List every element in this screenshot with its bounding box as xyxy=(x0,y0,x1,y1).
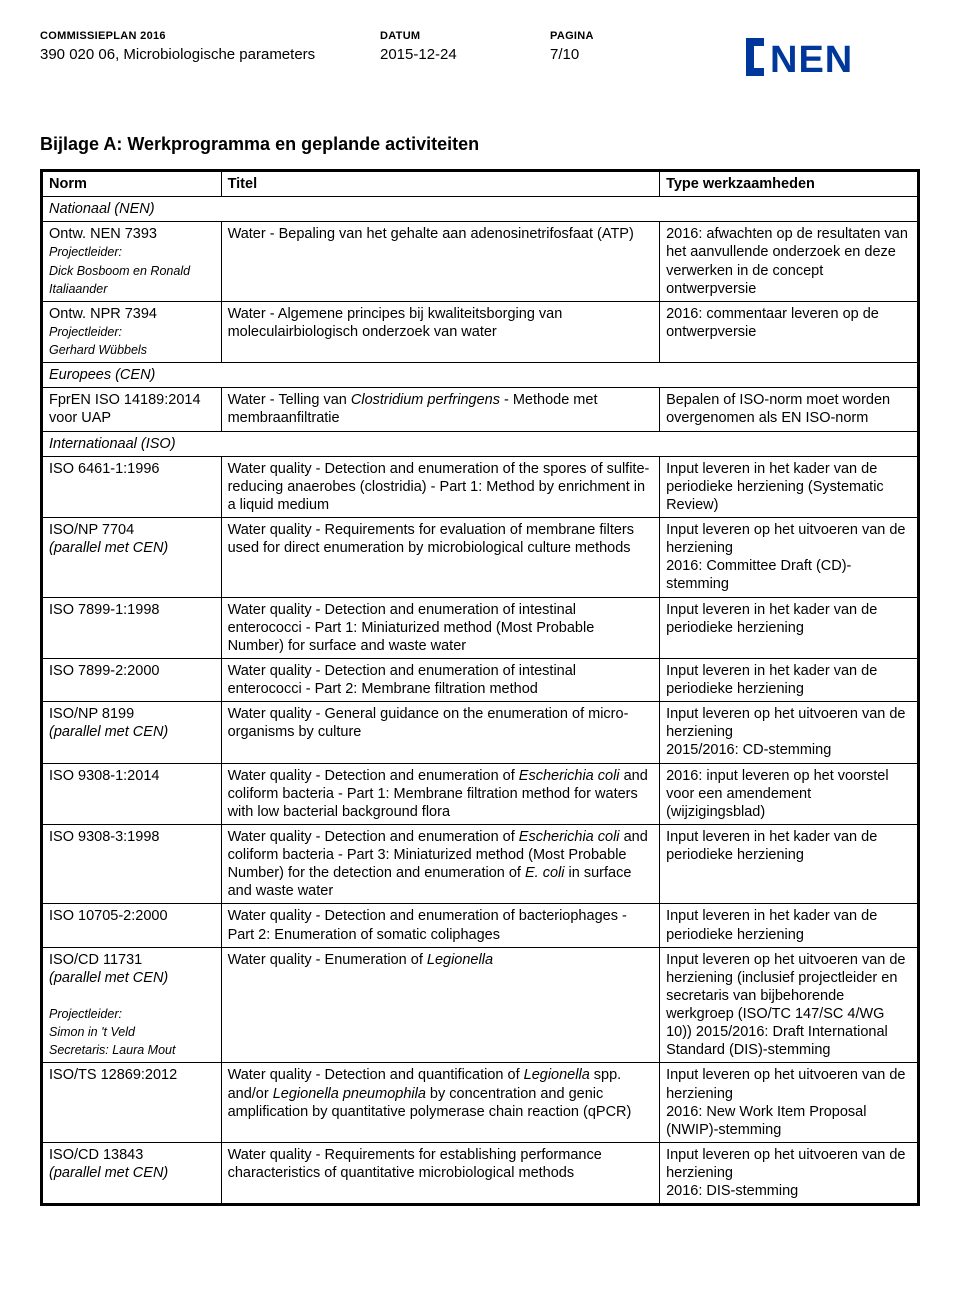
page-title: Bijlage A: Werkprogramma en geplande act… xyxy=(40,134,920,155)
norm-code: ISO/NP 8199 xyxy=(49,706,134,722)
row-titel: Water quality - Detection and enumeratio… xyxy=(221,824,660,904)
table-row: ISO/NP 7704 (parallel met CEN) Water qua… xyxy=(42,518,919,598)
col-header-type: Type werkzaamheden xyxy=(660,171,919,197)
norm-sub: Projectleider: xyxy=(49,245,122,259)
col-header-norm: Norm xyxy=(42,171,222,197)
table-row: ISO/CD 11731 (parallel met CEN) Projectl… xyxy=(42,947,919,1063)
table-row: ISO 7899-2:2000 Water quality - Detectio… xyxy=(42,658,919,701)
row-titel: Water quality - Detection and enumeratio… xyxy=(221,658,660,701)
row-type: Input leveren in het kader van de period… xyxy=(660,824,919,904)
row-titel: Water quality - Detection and enumeratio… xyxy=(221,597,660,658)
norm-code: ISO 10705-2:2000 xyxy=(42,904,222,947)
section-national-label: Nationaal (NEN) xyxy=(42,197,919,222)
table-row: ISO 9308-1:2014 Water quality - Detectio… xyxy=(42,763,919,824)
row-titel: Water - Telling van Clostridium perfring… xyxy=(221,388,660,431)
table-row: ISO 6461-1:1996 Water quality - Detectio… xyxy=(42,456,919,517)
row-type: Input leveren op het uitvoeren van de he… xyxy=(660,1142,919,1204)
norm-code: ISO/NP 7704 xyxy=(49,522,134,538)
row-titel: Water - Algemene principes bij kwaliteit… xyxy=(221,301,660,362)
norm-code: Ontw. NEN 7393 xyxy=(49,226,157,242)
row-type: Bepalen of ISO-norm moet worden overgeno… xyxy=(660,388,919,431)
row-titel: Water quality - Detection and quantifica… xyxy=(221,1063,660,1143)
norm-sub: Dick Bosboom en Ronald Italiaander xyxy=(49,264,190,296)
row-type: Input leveren in het kader van de period… xyxy=(660,904,919,947)
row-type: Input leveren op het uitvoeren van de he… xyxy=(660,702,919,763)
nen-logo: NEN xyxy=(740,30,920,84)
norm-sub: (parallel met CEN) xyxy=(49,970,168,986)
page-header: COMMISSIEPLAN 2016 390 020 06, Microbiol… xyxy=(40,30,920,84)
section-national: Nationaal (NEN) xyxy=(42,197,919,222)
table-row: ISO/NP 8199 (parallel met CEN) Water qua… xyxy=(42,702,919,763)
row-type: 2016: afwachten op de resultaten van het… xyxy=(660,222,919,302)
row-titel: Water - Bepaling van het gehalte aan ade… xyxy=(221,222,660,302)
norm-code: ISO/CD 11731 xyxy=(49,952,142,968)
row-titel: Water quality - Requirements for establi… xyxy=(221,1142,660,1204)
row-type: Input leveren in het kader van de period… xyxy=(660,456,919,517)
table-row: ISO 7899-1:1998 Water quality - Detectio… xyxy=(42,597,919,658)
norm-sub: (parallel met CEN) xyxy=(49,1165,168,1181)
section-international: Internationaal (ISO) xyxy=(42,431,919,456)
row-type: Input leveren op het uitvoeren van de he… xyxy=(660,947,919,1063)
section-international-label: Internationaal (ISO) xyxy=(42,431,919,456)
table-row: ISO 9308-3:1998 Water quality - Detectio… xyxy=(42,824,919,904)
norm-sub: Secretaris: Laura Mout xyxy=(49,1043,175,1057)
norm-sub: Projectleider: xyxy=(49,1007,122,1021)
header-col2-label: DATUM xyxy=(380,30,550,42)
norm-code: ISO 7899-1:1998 xyxy=(42,597,222,658)
table-row: Ontw. NEN 7393 Projectleider: Dick Bosbo… xyxy=(42,222,919,302)
header-col3-value: 7/10 xyxy=(550,46,670,63)
row-titel: Water quality - Detection and enumeratio… xyxy=(221,904,660,947)
header-col1-label: COMMISSIEPLAN 2016 xyxy=(40,30,380,42)
table-row: FprEN ISO 14189:2014 voor UAP Water - Te… xyxy=(42,388,919,431)
table-row: ISO/TS 12869:2012 Water quality - Detect… xyxy=(42,1063,919,1143)
row-type: Input leveren op het uitvoeren van de he… xyxy=(660,1063,919,1143)
col-header-titel: Titel xyxy=(221,171,660,197)
table-row: ISO/CD 13843 (parallel met CEN) Water qu… xyxy=(42,1142,919,1204)
table-row: Ontw. NPR 7394 Projectleider: Gerhard Wü… xyxy=(42,301,919,362)
norm-code: ISO 7899-2:2000 xyxy=(42,658,222,701)
norm-sub: Simon in 't Veld xyxy=(49,1025,135,1039)
row-titel: Water quality - Detection and enumeratio… xyxy=(221,763,660,824)
norm-sub: Projectleider: xyxy=(49,325,122,339)
header-col3-label: PAGINA xyxy=(550,30,670,42)
row-type: 2016: commentaar leveren op de ontwerpve… xyxy=(660,301,919,362)
section-european-label: Europees (CEN) xyxy=(42,363,919,388)
svg-text:NEN: NEN xyxy=(770,39,853,81)
norm-code: ISO/CD 13843 xyxy=(49,1147,143,1163)
row-titel: Water quality - Detection and enumeratio… xyxy=(221,456,660,517)
row-titel: Water quality - General guidance on the … xyxy=(221,702,660,763)
row-titel: Water quality - Requirements for evaluat… xyxy=(221,518,660,598)
row-type: Input leveren in het kader van de period… xyxy=(660,658,919,701)
norm-code: ISO 9308-1:2014 xyxy=(42,763,222,824)
norm-code: ISO/TS 12869:2012 xyxy=(42,1063,222,1143)
header-col2-value: 2015-12-24 xyxy=(380,46,550,63)
row-type: 2016: input leveren op het voorstel voor… xyxy=(660,763,919,824)
work-programme-table: Norm Titel Type werkzaamheden Nationaal … xyxy=(40,169,920,1206)
row-type: Input leveren in het kader van de period… xyxy=(660,597,919,658)
norm-code: Ontw. NPR 7394 xyxy=(49,306,157,322)
row-titel: Water quality - Enumeration of Legionell… xyxy=(221,947,660,1063)
table-row: ISO 10705-2:2000 Water quality - Detecti… xyxy=(42,904,919,947)
row-type: Input leveren op het uitvoeren van de he… xyxy=(660,518,919,598)
norm-sub: (parallel met CEN) xyxy=(49,724,168,740)
norm-code: ISO 9308-3:1998 xyxy=(42,824,222,904)
norm-code: ISO 6461-1:1996 xyxy=(42,456,222,517)
table-header-row: Norm Titel Type werkzaamheden xyxy=(42,171,919,197)
header-col1-value: 390 020 06, Microbiologische parameters xyxy=(40,46,380,63)
norm-sub: Gerhard Wübbels xyxy=(49,343,147,357)
norm-sub: (parallel met CEN) xyxy=(49,540,168,556)
section-european: Europees (CEN) xyxy=(42,363,919,388)
norm-code: FprEN ISO 14189:2014 voor UAP xyxy=(42,388,222,431)
